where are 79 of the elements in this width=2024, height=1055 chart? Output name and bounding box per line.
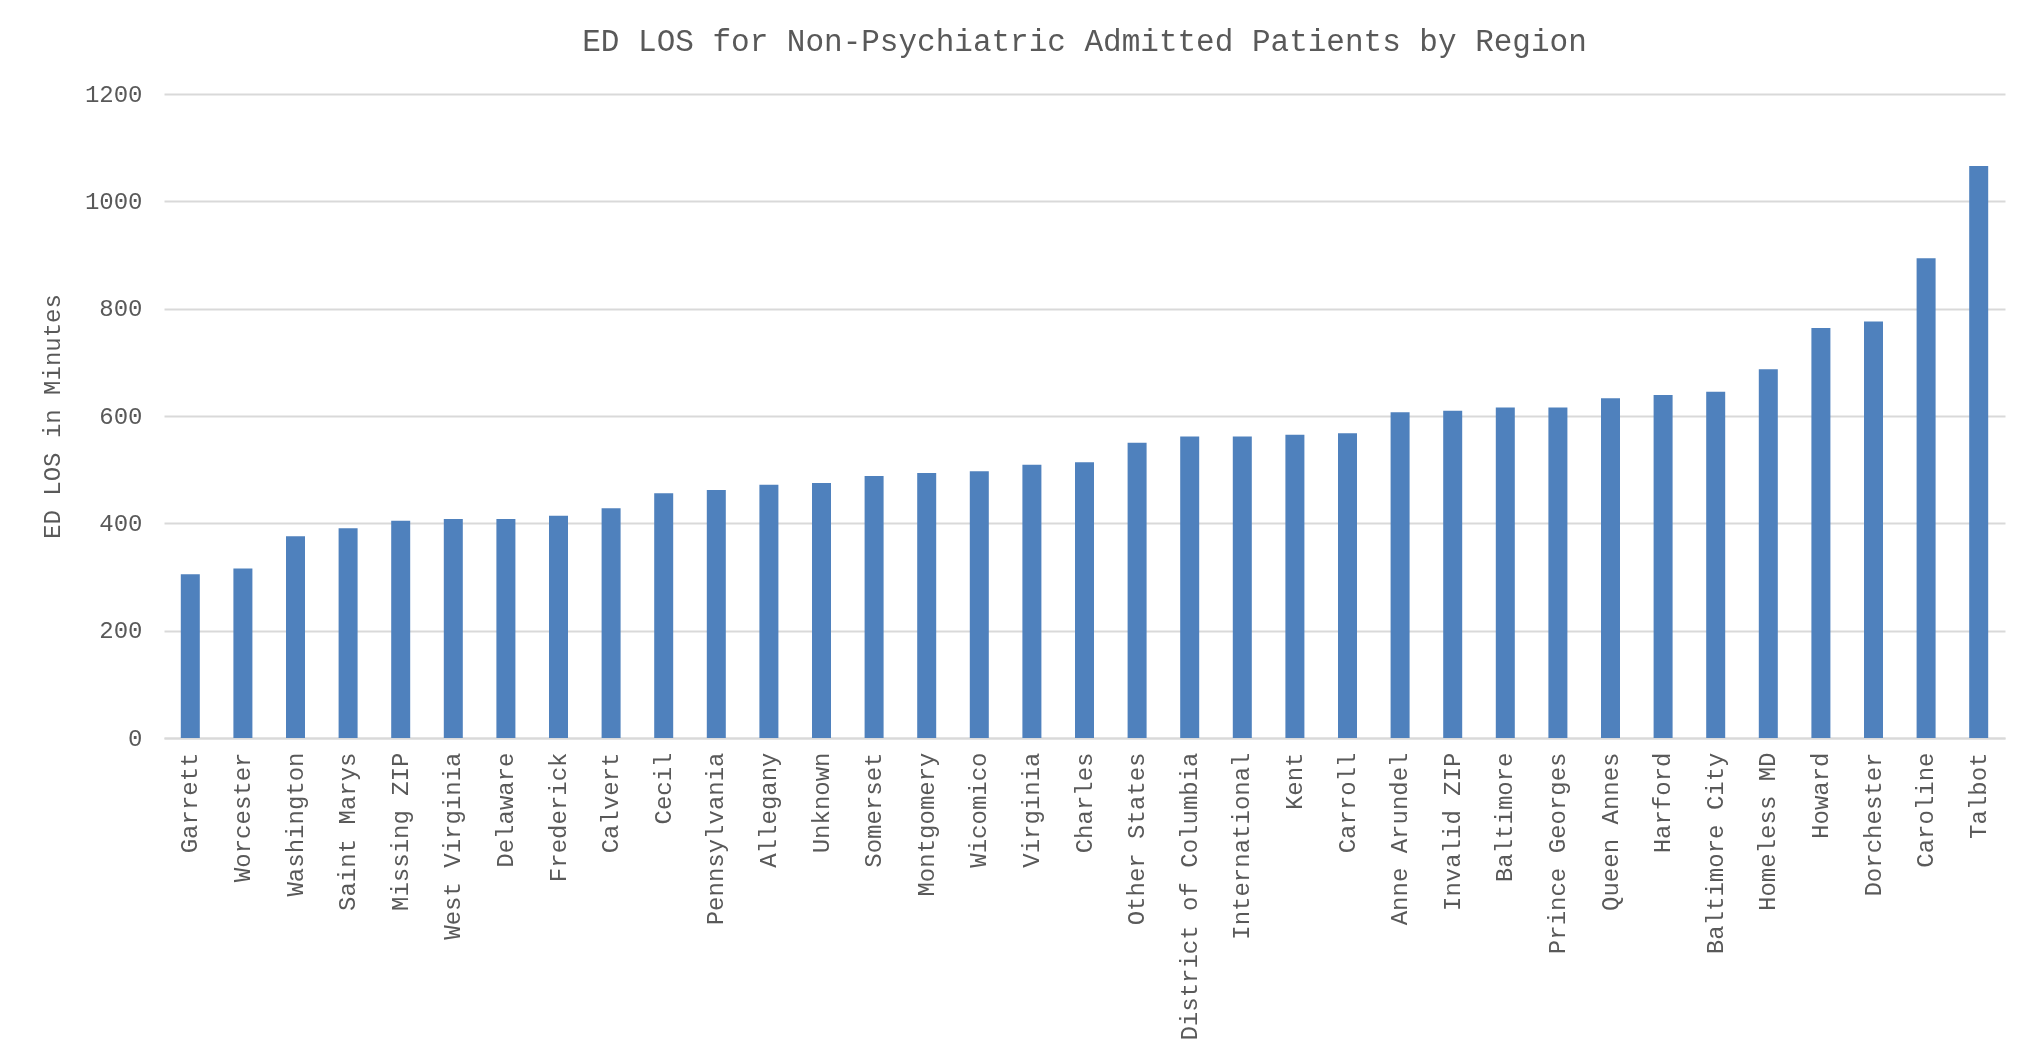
bar <box>496 519 516 738</box>
x-tick-label: Baltimore <box>1492 752 1520 883</box>
x-tick-label: Prince Georges <box>1544 752 1572 955</box>
x-tick-label: District of Columbia <box>1176 752 1204 1041</box>
x-tick-label: Garrett <box>177 752 205 854</box>
x-tick-label: Washington <box>282 752 310 897</box>
bar <box>391 520 411 738</box>
x-tick-label: Saint Marys <box>335 752 363 911</box>
x-tick-label: Cecil <box>650 752 678 825</box>
x-tick-label: Calvert <box>598 752 626 854</box>
x-tick-label: Frederick <box>545 752 573 883</box>
bar <box>1864 321 1883 738</box>
y-tick-label: 200 <box>99 618 143 646</box>
x-tick-label: Dorchester <box>1860 752 1888 897</box>
bar <box>706 490 726 738</box>
x-tick-label: Delaware <box>492 752 520 868</box>
x-tick-label: Wicomico <box>966 752 994 868</box>
x-tick-label: Charles <box>1071 752 1099 854</box>
bar <box>1232 436 1252 738</box>
bar <box>233 568 253 738</box>
y-tick-label: 1000 <box>84 188 143 216</box>
bar <box>1811 327 1831 738</box>
y-tick-label: 0 <box>128 725 143 753</box>
bar <box>1916 258 1936 738</box>
x-tick-label: Talbot <box>1965 752 1993 839</box>
x-tick-label: Queen Annes <box>1597 752 1625 911</box>
bar <box>759 484 779 738</box>
x-tick-label: Other States <box>1124 752 1152 926</box>
x-tick-label: Somerset <box>861 752 889 868</box>
x-tick-label: Unknown <box>808 752 836 854</box>
bar <box>1495 407 1515 738</box>
bar <box>338 528 358 738</box>
bar <box>286 536 305 738</box>
x-tick-label: Virginia <box>1018 752 1046 868</box>
x-tick-label: Allegany <box>755 752 783 868</box>
x-tick-label: Carroll <box>1334 752 1362 854</box>
y-tick-label: 600 <box>99 403 143 431</box>
bar <box>864 476 884 738</box>
bar <box>1180 436 1200 738</box>
bar <box>1338 433 1357 738</box>
x-tick-label: Pennsylvania <box>703 752 731 926</box>
bar <box>1127 442 1147 738</box>
bar <box>969 471 989 738</box>
x-tick-label: Montgomery <box>913 752 941 897</box>
bar <box>1653 395 1673 738</box>
bar <box>549 515 568 738</box>
x-tick-label: Harford <box>1650 752 1678 854</box>
x-tick-label: Howard <box>1807 752 1835 839</box>
bar <box>1969 165 1989 738</box>
bar <box>812 483 831 738</box>
bar <box>1601 398 1620 738</box>
x-tick-label: Baltimore City <box>1702 752 1730 955</box>
bar <box>654 493 674 738</box>
bar <box>1075 462 1094 738</box>
x-tick-label: Missing ZIP <box>387 752 415 911</box>
bar <box>180 574 200 738</box>
x-tick-label: International <box>1229 752 1257 940</box>
bar <box>1285 434 1305 738</box>
bar <box>1548 407 1568 738</box>
chart-title: ED LOS for Non-Psychiatric Admitted Patients by Region <box>582 25 1587 60</box>
x-tick-label: Caroline <box>1913 752 1941 868</box>
bar <box>1758 369 1778 738</box>
x-tick-label: West Virginia <box>440 752 468 940</box>
y-tick-label: 400 <box>99 510 143 538</box>
bar <box>1022 464 1042 738</box>
bar <box>1443 410 1463 738</box>
y-axis-title: ED LOS in Minutes <box>39 294 67 539</box>
y-tick-label: 1200 <box>84 81 143 109</box>
x-tick-label: Worcester <box>229 752 257 883</box>
bar <box>917 472 937 738</box>
x-tick-label: Invalid ZIP <box>1439 752 1467 911</box>
bar <box>601 508 621 738</box>
bar <box>1390 412 1410 738</box>
x-tick-label: Homeless MD <box>1755 752 1783 911</box>
y-tick-label: 800 <box>99 296 143 324</box>
x-tick-label: Kent <box>1281 752 1309 811</box>
bar <box>1706 391 1726 738</box>
x-tick-label: Anne Arundel <box>1387 752 1415 926</box>
bar <box>443 519 463 738</box>
